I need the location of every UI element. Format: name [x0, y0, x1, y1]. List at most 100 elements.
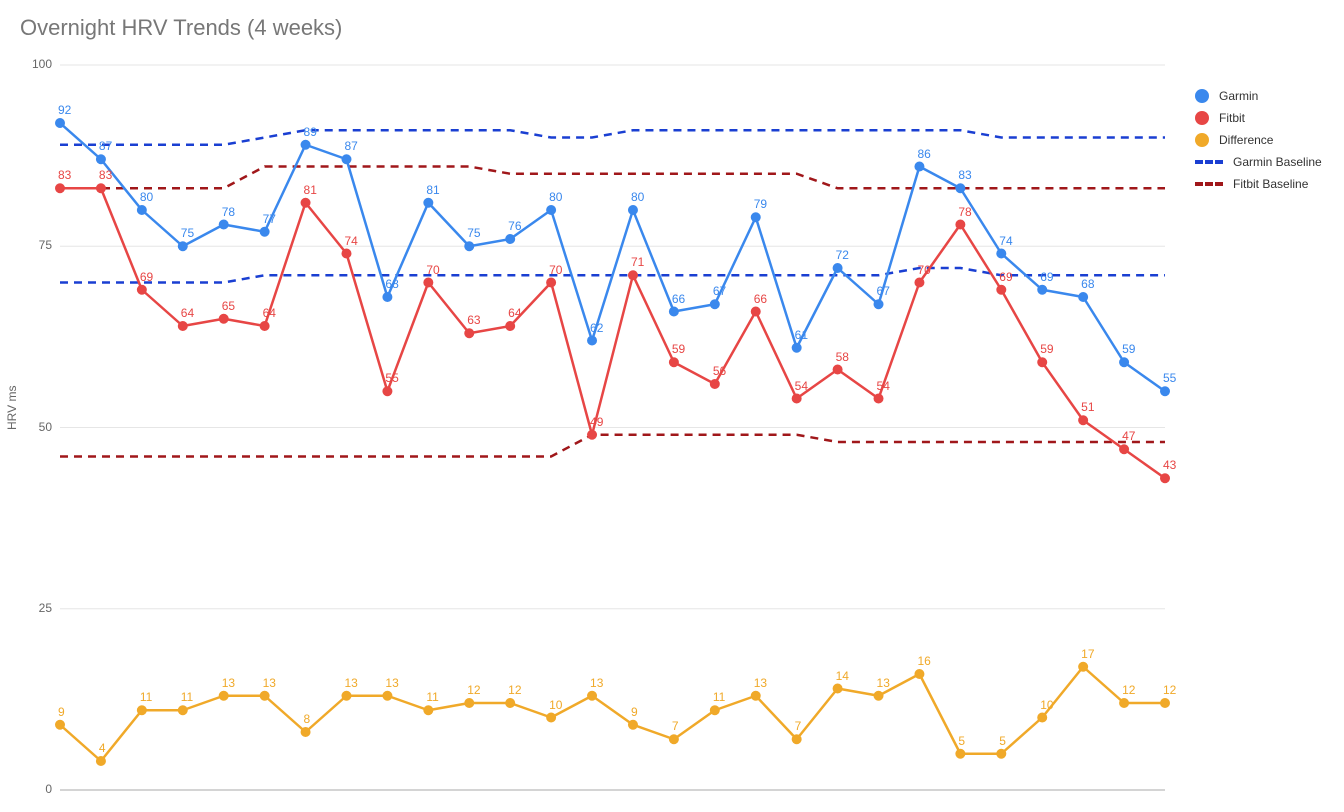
data-point-label: 80	[140, 190, 153, 204]
data-point-label: 83	[99, 168, 112, 182]
data-point-label: 12	[1122, 683, 1135, 697]
data-point-label: 7	[672, 719, 679, 733]
data-point-label: 77	[263, 212, 276, 226]
data-point-label: 13	[754, 676, 767, 690]
data-point-label: 54	[795, 379, 808, 393]
dash-icon	[1195, 160, 1223, 164]
data-point-label: 51	[1081, 400, 1094, 414]
data-point-label: 13	[877, 676, 890, 690]
legend-label: Fitbit	[1219, 111, 1245, 125]
data-point-label: 69	[140, 270, 153, 284]
data-point-label: 71	[631, 255, 644, 269]
data-point-label: 13	[263, 676, 276, 690]
data-point-label: 12	[1163, 683, 1176, 697]
data-point-label: 79	[754, 197, 767, 211]
y-tick-label: 50	[22, 420, 52, 434]
data-point-label: 13	[222, 676, 235, 690]
data-point-label: 64	[508, 306, 521, 320]
legend-item-fitbit: Fitbit	[1195, 107, 1322, 129]
data-point-label: 66	[672, 292, 685, 306]
legend-label: Garmin Baseline	[1233, 155, 1322, 169]
y-axis-label: HRV ms	[5, 386, 19, 430]
data-point-label: 8	[304, 712, 311, 726]
data-point-label: 83	[958, 168, 971, 182]
circle-icon	[1195, 111, 1209, 125]
data-point-label: 10	[1040, 698, 1053, 712]
chart-title: Overnight HRV Trends (4 weeks)	[20, 15, 342, 41]
data-point-label: 7	[795, 719, 802, 733]
data-point-label: 69	[999, 270, 1012, 284]
data-point-label: 11	[426, 690, 438, 704]
data-point-label: 67	[877, 284, 890, 298]
data-point-label: 13	[590, 676, 603, 690]
data-point-label: 16	[917, 654, 930, 668]
data-point-label: 14	[836, 669, 849, 683]
data-point-label: 10	[549, 698, 562, 712]
data-point-label: 81	[304, 183, 317, 197]
data-point-label: 83	[58, 168, 71, 182]
data-point-label: 43	[1163, 458, 1176, 472]
data-point-label: 87	[344, 139, 357, 153]
data-point-label: 13	[344, 676, 357, 690]
data-point-label: 81	[426, 183, 439, 197]
legend: Garmin Fitbit Difference Garmin Baseline…	[1195, 85, 1322, 195]
data-point-label: 5	[958, 734, 965, 748]
data-point-label: 61	[795, 328, 808, 342]
circle-icon	[1195, 89, 1209, 103]
data-point-label: 9	[631, 705, 638, 719]
legend-item-fitbit-baseline: Fitbit Baseline	[1195, 173, 1322, 195]
data-point-label: 69	[1040, 270, 1053, 284]
data-point-label: 49	[590, 415, 603, 429]
data-point-label: 78	[222, 205, 235, 219]
data-point-label: 66	[754, 292, 767, 306]
data-point-label: 67	[713, 284, 726, 298]
data-point-label: 11	[140, 690, 152, 704]
data-point-label: 74	[344, 234, 357, 248]
data-point-label: 47	[1122, 429, 1135, 443]
data-point-label: 74	[999, 234, 1012, 248]
data-point-label: 68	[385, 277, 398, 291]
data-point-label: 70	[549, 263, 562, 277]
data-point-label: 13	[385, 676, 398, 690]
data-point-label: 54	[877, 379, 890, 393]
data-point-label: 9	[58, 705, 65, 719]
data-point-label: 12	[467, 683, 480, 697]
data-point-label: 5	[999, 734, 1006, 748]
data-point-label: 17	[1081, 647, 1094, 661]
data-point-label: 64	[263, 306, 276, 320]
legend-item-garmin-baseline: Garmin Baseline	[1195, 151, 1322, 173]
data-point-label: 62	[590, 321, 603, 335]
data-point-label: 80	[631, 190, 644, 204]
data-point-label: 63	[467, 313, 480, 327]
y-tick-label: 75	[22, 238, 52, 252]
chart-container: Overnight HRV Trends (4 weeks) HRV ms 02…	[0, 0, 1344, 812]
data-point-label: 55	[1163, 371, 1176, 385]
data-point-label: 59	[1122, 342, 1135, 356]
legend-item-difference: Difference	[1195, 129, 1322, 151]
legend-label: Fitbit Baseline	[1233, 177, 1308, 191]
data-point-label: 86	[917, 147, 930, 161]
legend-item-garmin: Garmin	[1195, 85, 1322, 107]
legend-label: Garmin	[1219, 89, 1258, 103]
data-point-label: 92	[58, 103, 71, 117]
data-point-label: 75	[467, 226, 480, 240]
data-point-label: 80	[549, 190, 562, 204]
data-point-label: 70	[917, 263, 930, 277]
data-point-label: 70	[426, 263, 439, 277]
data-point-label: 76	[508, 219, 521, 233]
data-point-label: 12	[508, 683, 521, 697]
data-point-label: 68	[1081, 277, 1094, 291]
data-point-label: 64	[181, 306, 194, 320]
chart-svg	[0, 0, 1344, 812]
data-point-label: 89	[304, 125, 317, 139]
data-point-label: 11	[713, 690, 725, 704]
data-point-label: 78	[958, 205, 971, 219]
y-tick-label: 100	[22, 57, 52, 71]
dash-icon	[1195, 182, 1223, 186]
circle-icon	[1195, 133, 1209, 147]
data-point-label: 55	[385, 371, 398, 385]
y-tick-label: 25	[22, 601, 52, 615]
data-point-label: 59	[1040, 342, 1053, 356]
data-point-label: 11	[181, 690, 193, 704]
legend-label: Difference	[1219, 133, 1273, 147]
